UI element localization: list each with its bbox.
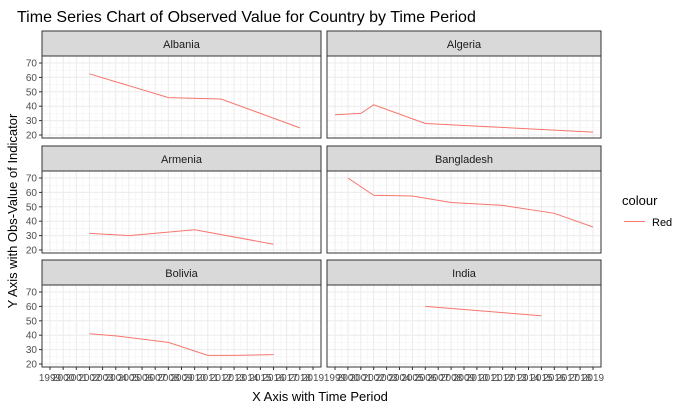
facet-strip-label: Albania	[163, 39, 201, 51]
x-tick-label: 2014	[236, 373, 259, 384]
facet-strip	[326, 259, 602, 286]
facet-strip-label: Bolivia	[165, 268, 198, 280]
y-tick-label: 20	[26, 131, 38, 142]
facet-bolivia: Bolivia203040506070199920002001200220032…	[26, 259, 325, 384]
y-tick-label: 50	[26, 316, 38, 327]
series-line-bangladesh	[347, 177, 594, 228]
facet-strip-label: India	[452, 268, 477, 280]
x-tick-label: 2013	[223, 373, 246, 384]
y-tick-label: 30	[26, 231, 38, 242]
series-line-armenia	[89, 229, 274, 245]
x-tick-label: 2001	[65, 373, 88, 384]
x-tick-label: 2013	[504, 373, 527, 384]
x-tick-label: 2009	[453, 373, 476, 384]
x-tick-label: 2011	[197, 373, 219, 384]
x-tick-label: 2002	[363, 373, 386, 384]
x-tick-label: 2003	[91, 373, 114, 384]
x-tick-label: 2010	[184, 373, 207, 384]
y-tick-label: 50	[26, 87, 38, 98]
legend-title: colour	[622, 193, 658, 208]
x-tick-label: 1999	[324, 373, 347, 384]
x-tick-label: 2010	[466, 373, 489, 384]
y-tick-label: 30	[26, 345, 38, 356]
x-tick-label: 2018	[289, 373, 312, 384]
panel-border	[41, 170, 322, 254]
x-tick-label: 2011	[479, 373, 501, 384]
x-tick-label: 2016	[543, 373, 566, 384]
facet-bangladesh: Bangladesh	[326, 145, 602, 254]
facet-strip-label: Bangladesh	[435, 154, 493, 166]
y-tick-label: 40	[26, 331, 38, 342]
x-tick-label: 2017	[556, 373, 579, 384]
facet-strip	[326, 30, 602, 57]
series-line-bolivia	[89, 333, 274, 356]
legend-label: Red	[652, 217, 672, 229]
x-tick-label: 2012	[210, 373, 233, 384]
y-tick-label: 50	[26, 202, 38, 213]
x-tick-label: 2000	[337, 373, 360, 384]
facet-india: India19992000200120022003200420052006200…	[324, 259, 605, 384]
facet-strip	[41, 145, 322, 172]
y-tick-label: 70	[26, 59, 38, 70]
panel-border	[326, 55, 602, 139]
chart-title: Time Series Chart of Observed Value for …	[17, 9, 476, 26]
facet-strip	[326, 145, 602, 172]
legend: colour Red	[622, 193, 672, 229]
x-tick-label: 2008	[440, 373, 463, 384]
facet-strip-label: Armenia	[161, 154, 203, 166]
y-tick-label: 60	[26, 188, 38, 199]
x-tick-label: 2000	[52, 373, 75, 384]
y-tick-label: 70	[26, 288, 38, 299]
x-tick-label: 2012	[492, 373, 515, 384]
y-tick-label: 30	[26, 116, 38, 127]
y-tick-label: 60	[26, 302, 38, 313]
x-tick-label: 2007	[144, 373, 167, 384]
x-tick-label: 1999	[39, 373, 62, 384]
panel-border	[326, 170, 602, 254]
facet-strip	[41, 259, 322, 286]
x-tick-label: 2018	[569, 373, 592, 384]
facet-strip	[41, 30, 322, 57]
series-line-india	[425, 305, 542, 317]
x-tick-label: 2008	[157, 373, 180, 384]
x-tick-label: 2009	[170, 373, 193, 384]
x-tick-label: 2006	[131, 373, 154, 384]
x-tick-label: 2014	[517, 373, 540, 384]
x-tick-label: 2006	[414, 373, 437, 384]
y-tick-label: 40	[26, 217, 38, 228]
facet-armenia: Armenia 20 30 40 50 60 70	[26, 145, 322, 257]
facet-algeria: Algeria	[326, 30, 602, 139]
x-tick-label: 2004	[388, 373, 411, 384]
y-axis-title: Y Axis with Obs-Value of Indicator	[5, 113, 20, 308]
y-tick-label: 20	[26, 360, 38, 371]
series-line-albania	[89, 73, 301, 129]
facet-strip-label: Algeria	[447, 39, 482, 51]
x-tick-label: 2015	[249, 373, 272, 384]
y-tick-label: 70	[26, 174, 38, 185]
x-axis-title: X Axis with Time Period	[252, 389, 388, 404]
x-tick-label: 2019	[582, 373, 605, 384]
x-tick-label: 2004	[105, 373, 128, 384]
y-tick-label: 20	[26, 246, 38, 257]
x-tick-label: 2002	[78, 373, 101, 384]
x-tick-label: 2016	[262, 373, 285, 384]
x-tick-label: 2007	[427, 373, 450, 384]
x-tick-label: 2015	[530, 373, 553, 384]
panel-border	[41, 55, 322, 139]
facet-albania: Albania 20 30 40 50 60 70	[26, 30, 322, 142]
x-tick-label: 2001	[350, 373, 373, 384]
y-tick-label: 60	[26, 73, 38, 84]
x-tick-label: 2003	[375, 373, 398, 384]
facet-panels: Albania 20 30 40 50 60 70 Algeria Armenia 20 30 40 5…	[26, 30, 605, 384]
series-line-algeria	[334, 104, 594, 133]
y-tick-label: 40	[26, 102, 38, 113]
x-tick-label: 2017	[276, 373, 299, 384]
x-tick-label: 2005	[401, 373, 424, 384]
x-tick-label: 2005	[118, 373, 141, 384]
x-tick-label: 2019	[302, 373, 325, 384]
